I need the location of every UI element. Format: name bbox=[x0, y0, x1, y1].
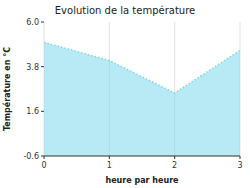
y-tick bbox=[41, 66, 44, 67]
area bbox=[44, 42, 240, 156]
background bbox=[0, 0, 250, 188]
y-tick-label: 6.0 bbox=[26, 18, 39, 27]
plot-area bbox=[44, 42, 240, 156]
y-tick-label: 1.6 bbox=[26, 107, 39, 116]
y-tick bbox=[41, 111, 44, 112]
x-axis-label: heure par heure bbox=[105, 176, 179, 185]
x-tick-label: 1 bbox=[107, 161, 112, 170]
x-tick-label: 2 bbox=[172, 161, 177, 170]
line bbox=[44, 42, 240, 93]
x-tick-label: 0 bbox=[41, 161, 46, 170]
y-tick-label: 3.8 bbox=[26, 63, 39, 72]
x-tick bbox=[109, 156, 110, 159]
chart-svg: 0 1 2 3 -0.6 1.6 3.8 6.0 heure par heure Températ… bbox=[0, 0, 250, 188]
y-tick bbox=[41, 22, 44, 23]
x-tick-label: 3 bbox=[237, 161, 242, 170]
title: Evolution de la température bbox=[55, 5, 195, 16]
y-tick-label: -0.6 bbox=[23, 152, 39, 161]
y-axis-label: Température en °C bbox=[2, 47, 12, 131]
y-tick bbox=[41, 156, 44, 157]
chart-container: 0 1 2 3 -0.6 1.6 3.8 6.0 heure par heure Températ… bbox=[0, 0, 250, 188]
x-tick bbox=[174, 156, 175, 159]
x-tick bbox=[240, 156, 241, 159]
x-axis-line bbox=[44, 156, 240, 157]
